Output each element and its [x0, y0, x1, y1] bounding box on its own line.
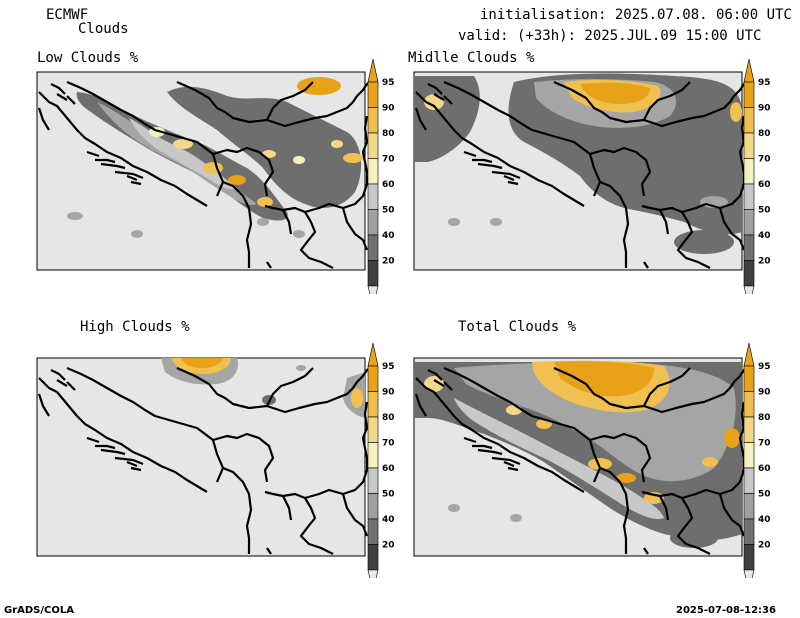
colorbar-tick-label: 80: [758, 129, 771, 139]
colorbar-tick-label: 90: [382, 104, 395, 114]
colorbar-tick-label: 50: [758, 206, 771, 216]
model-label: ECMWF: [46, 7, 89, 23]
valid-time: valid: (+33h): 2025.JUL.09 15:00 UTC: [458, 28, 762, 44]
colorbar-segment: [367, 260, 379, 287]
colorbar-total: 95 90 80 70 60 50 40 20: [743, 342, 771, 578]
colorbar-tick-label: 50: [382, 490, 395, 500]
colorbar-segment: [367, 81, 379, 108]
footer-software: GrADS/COLA: [4, 605, 74, 616]
colorbar-tick-label: 60: [758, 180, 771, 190]
colorbar-segment: [743, 183, 755, 210]
colorbar-tick-label: 20: [382, 257, 395, 267]
colorbar-tick-label: 50: [382, 206, 395, 216]
colorbar-tick-label: 95: [758, 362, 771, 372]
colorbar-tick-label: 60: [382, 464, 395, 474]
colorbar-tick-label: 40: [382, 231, 395, 241]
panel-title-total: Total Clouds %: [458, 319, 577, 335]
colorbar-segment: [367, 158, 379, 185]
map-panel-low: [36, 71, 375, 271]
colorbar-top-arrow: [743, 342, 755, 367]
product-label: Clouds: [78, 21, 129, 37]
colorbar-tick-label: 40: [382, 515, 395, 525]
colorbar-tick-label: 50: [758, 490, 771, 500]
colorbar-segment: [367, 183, 379, 210]
colorbar-tick-label: 60: [758, 464, 771, 474]
colorbar-top-arrow: [367, 342, 379, 367]
map-panel-middle: [413, 71, 752, 271]
colorbar-segment: [743, 365, 755, 392]
colorbar-tick-label: 95: [758, 78, 771, 88]
colorbar-segment: [743, 107, 755, 134]
colorbar-segment: [367, 493, 379, 520]
colorbar-tick-label: 90: [382, 388, 395, 398]
footer-timestamp: 2025-07-08-12:36: [676, 605, 776, 616]
map-panel-total: [413, 357, 752, 557]
colorbar-tick-label: 20: [382, 541, 395, 551]
colorbar-tick-label: 90: [758, 104, 771, 114]
colorbar-bottom-arrow: [743, 285, 755, 294]
colorbar-segment: [367, 107, 379, 134]
init-time: initialisation: 2025.07.08. 06:00 UTC: [480, 7, 792, 23]
colorbar-high: 95 90 80 70 60 50 40 20: [367, 342, 395, 578]
colorbar-tick-label: 80: [382, 129, 395, 139]
colorbar-segment: [367, 416, 379, 443]
colorbar-tick-label: 70: [758, 439, 771, 449]
cloud-field-middle: [414, 73, 742, 254]
colorbar-tick-label: 60: [382, 180, 395, 190]
panel-title-low: Low Clouds %: [37, 50, 139, 66]
colorbar-tick-label: 95: [382, 362, 395, 372]
colorbar-tick-label: 70: [758, 155, 771, 165]
cloud-field-high: [161, 358, 365, 418]
colorbar-segment: [743, 158, 755, 185]
colorbar-segment: [367, 518, 379, 545]
colorbar-segment: [367, 467, 379, 494]
colorbar-segment: [743, 493, 755, 520]
colorbar-tick-label: 95: [382, 78, 395, 88]
colorbar-tick-label: 40: [758, 515, 771, 525]
colorbar-tick-label: 20: [758, 541, 771, 551]
colorbar-segment: [743, 467, 755, 494]
colorbar-segment: [743, 416, 755, 443]
colorbar-segment: [743, 81, 755, 108]
colorbar-bottom-arrow: [743, 569, 755, 578]
colorbar-segment: [367, 544, 379, 571]
colorbar-tick-label: 70: [382, 439, 395, 449]
colorbar-bottom-arrow: [367, 569, 379, 578]
colorbar-middle: 95 90 80 70 60 50 40 20: [743, 58, 771, 294]
colorbar-segment: [743, 260, 755, 287]
colorbar-segment: [743, 234, 755, 261]
panel-title-middle: Midlle Clouds %: [408, 50, 535, 66]
colorbar-segment: [743, 132, 755, 159]
colorbar-tick-label: 70: [382, 155, 395, 165]
colorbar-top-arrow: [743, 58, 755, 83]
colorbar-tick-label: 40: [758, 231, 771, 241]
colorbar-segment: [367, 365, 379, 392]
colorbar-tick-label: 20: [758, 257, 771, 267]
colorbar-segment: [743, 518, 755, 545]
colorbar-segment: [743, 442, 755, 469]
colorbar-segment: [367, 442, 379, 469]
colorbar-segment: [367, 234, 379, 261]
colorbar-tick-label: 80: [382, 413, 395, 423]
colorbar-tick-label: 80: [758, 413, 771, 423]
colorbar-segment: [367, 132, 379, 159]
colorbar-segment: [743, 209, 755, 236]
colorbar-segment: [367, 391, 379, 418]
colorbar-top-arrow: [367, 58, 379, 83]
colorbar-low: 95 90 80 70 60 50 40 20: [367, 58, 395, 294]
map-panel-high: [36, 357, 375, 557]
panel-title-high: High Clouds %: [80, 319, 190, 335]
colorbar-bottom-arrow: [367, 285, 379, 294]
colorbar-segment: [743, 544, 755, 571]
colorbar-tick-label: 90: [758, 388, 771, 398]
colorbar-segment: [367, 209, 379, 236]
colorbar-segment: [743, 391, 755, 418]
